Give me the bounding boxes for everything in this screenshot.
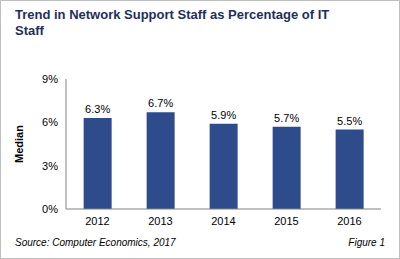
svg-text:3%: 3% — [42, 160, 58, 172]
html-text:Trend in Network Support Staff: Trend in Network Support Staff as Percen… — [15, 7, 330, 38]
svg-text:6.7%: 6.7% — [148, 97, 173, 109]
svg-text:5.9%: 5.9% — [211, 109, 236, 121]
svg-text:0%: 0% — [42, 203, 58, 215]
html-text:Figure 1: Figure 1 — [348, 237, 385, 248]
svg-text:5.5%: 5.5% — [337, 115, 362, 127]
svg-text:2016: 2016 — [337, 215, 361, 227]
svg-text:2013: 2013 — [148, 215, 172, 227]
svg-text:2012: 2012 — [85, 215, 109, 227]
svg-text:5.7%: 5.7% — [274, 112, 299, 124]
svg-text:2014: 2014 — [211, 215, 235, 227]
html-text:Source: Computer Economics, 20: Source: Computer Economics, 2017 — [15, 237, 176, 248]
svg-text:Median: Median — [13, 125, 25, 163]
svg-text:6.3%: 6.3% — [85, 103, 110, 115]
svg-text:6%: 6% — [42, 116, 58, 128]
svg-text:2015: 2015 — [274, 215, 298, 227]
svg-text:9%: 9% — [42, 73, 58, 85]
